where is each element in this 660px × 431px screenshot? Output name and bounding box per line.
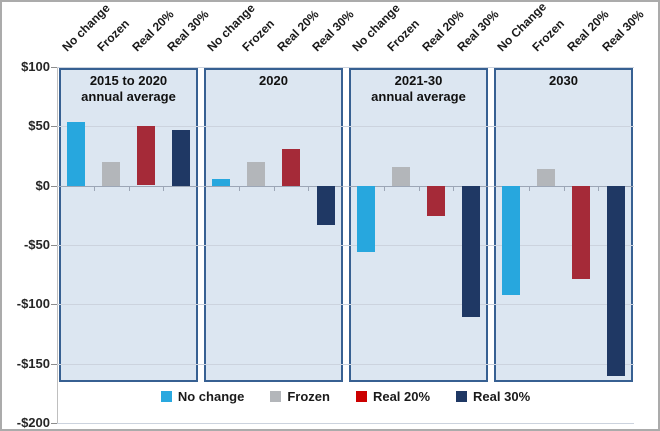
bar-real-20- xyxy=(137,126,155,185)
gridline xyxy=(57,245,634,246)
y-axis-tick-mark xyxy=(51,304,57,305)
legend-item: Real 30% xyxy=(456,389,530,404)
legend: No change Frozen Real 20% Real 30% xyxy=(57,389,634,404)
bar-frozen xyxy=(247,162,265,186)
zero-axis-line xyxy=(59,186,198,187)
bar-no-change xyxy=(357,186,375,252)
gridline xyxy=(57,67,634,68)
gridline xyxy=(57,304,634,305)
bar-frozen xyxy=(537,169,555,186)
y-axis-tick-mark xyxy=(51,423,57,424)
legend-item: No change xyxy=(160,389,245,404)
legend-label: Real 20% xyxy=(372,389,431,404)
bar-real-30- xyxy=(172,130,190,186)
category-tick xyxy=(94,186,95,191)
y-axis-tick-mark xyxy=(51,186,57,187)
category-tick xyxy=(274,186,275,191)
panel-1 xyxy=(59,68,198,382)
legend-item: Frozen xyxy=(270,389,330,404)
legend-item: Real 20% xyxy=(355,389,431,404)
category-tick xyxy=(239,186,240,191)
bar-no-change xyxy=(212,179,230,186)
category-tick xyxy=(564,186,565,191)
category-tick xyxy=(384,186,385,191)
panel-header-line: 2020 xyxy=(259,73,288,88)
category-tick xyxy=(308,186,309,191)
y-axis-tick-mark xyxy=(51,364,57,365)
panel-header-line: annual average xyxy=(81,89,176,104)
gridline xyxy=(57,186,634,187)
bar-real-20- xyxy=(427,186,445,216)
bar-no-change xyxy=(502,186,520,295)
bar-real-30- xyxy=(317,186,335,225)
gridline xyxy=(57,423,634,424)
legend-swatch-real-30- xyxy=(456,391,468,402)
y-axis-tick-label: $50 xyxy=(28,118,50,133)
panel-header-line: 2015 to 2020 xyxy=(89,73,168,88)
legend-label: Frozen xyxy=(287,389,330,404)
zero-axis-line xyxy=(204,186,343,187)
y-axis-tick-label: $100 xyxy=(21,59,50,74)
y-axis-tick-label: -$50 xyxy=(23,237,50,252)
category-tick xyxy=(529,186,530,191)
category-tick xyxy=(453,186,454,191)
panel-header-line: 2030 xyxy=(549,73,578,88)
category-tick xyxy=(598,186,599,191)
bar-real-30- xyxy=(607,186,625,376)
category-tick xyxy=(163,186,164,191)
bar-frozen xyxy=(392,167,410,186)
panel-header-line: 2021-30 xyxy=(394,73,443,88)
y-axis-tick-label: -$150 xyxy=(16,356,50,371)
bar-real-20- xyxy=(572,186,590,279)
legend-swatch-real-20- xyxy=(355,391,367,402)
category-tick xyxy=(419,186,420,191)
bar-real-30- xyxy=(462,186,480,317)
y-axis-tick-label: -$100 xyxy=(16,296,50,311)
gridline xyxy=(57,364,634,365)
bar-no-change xyxy=(67,122,85,186)
gridline xyxy=(57,126,634,127)
legend-label: No change xyxy=(177,389,245,404)
bar-real-20- xyxy=(282,149,300,186)
y-axis-tick-mark xyxy=(51,126,57,127)
y-axis-tick-label: $0 xyxy=(35,178,50,193)
panel-2 xyxy=(204,68,343,382)
legend-swatch-frozen xyxy=(270,391,282,402)
bar-frozen xyxy=(102,162,120,186)
zero-axis-line xyxy=(494,186,633,187)
legend-swatch-no-change xyxy=(160,391,172,402)
zero-axis-line xyxy=(349,186,488,187)
y-axis-tick-mark xyxy=(51,245,57,246)
panel-header-line: annual average xyxy=(371,89,466,104)
y-axis-tick-mark xyxy=(51,67,57,68)
y-axis-tick-label: -$200 xyxy=(16,415,50,430)
legend-label: Real 30% xyxy=(473,389,531,404)
category-tick xyxy=(129,186,130,191)
